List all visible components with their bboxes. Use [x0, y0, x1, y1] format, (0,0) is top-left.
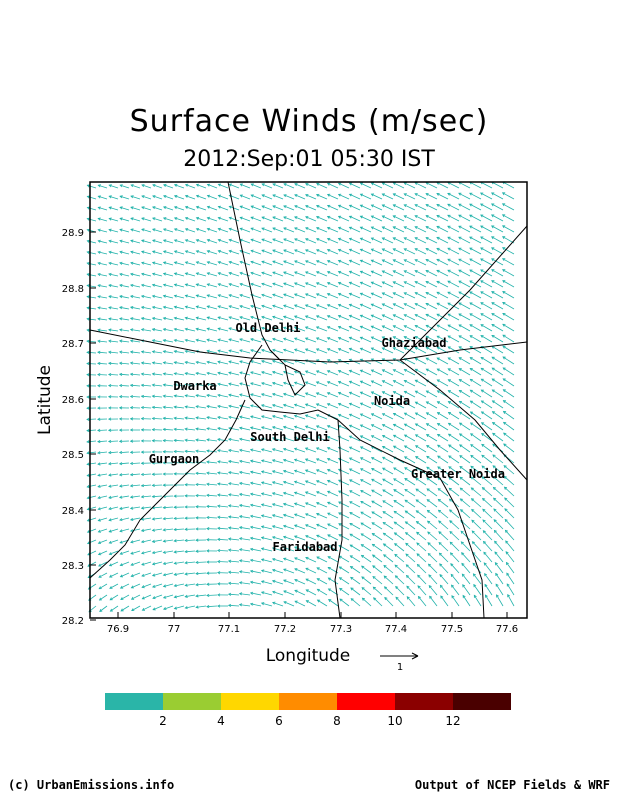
x-tick-label: 76.9	[107, 624, 129, 635]
city-label: Dwarka	[173, 379, 216, 393]
colorbar-label: 2	[159, 714, 167, 728]
colorbar-label: 4	[217, 714, 225, 728]
colorbar-swatch	[163, 693, 221, 710]
y-tick-label: 28.2	[62, 616, 84, 627]
reference-vector: 1	[380, 652, 419, 673]
y-tick-label: 28.9	[62, 228, 84, 239]
x-tick-label: 77.6	[496, 624, 518, 635]
x-axis-title: Longitude	[266, 646, 351, 666]
y-axis-title: Latitude	[35, 365, 55, 435]
y-axis-ticks: 28.9 28.8 28.7 28.6 28.5 28.4 28.3 28.2	[62, 228, 96, 627]
border-west	[89, 329, 528, 363]
colorbar-swatch	[105, 693, 163, 710]
city-label: Noida	[374, 394, 410, 408]
city-label: Greater Noida	[411, 467, 505, 481]
colorbar-swatch	[395, 693, 453, 710]
border-ghaziabad-ne	[399, 225, 528, 361]
city-label: Gurgaon	[149, 452, 200, 466]
colorbar-swatch	[279, 693, 337, 710]
x-tick-label: 77	[168, 624, 181, 635]
y-tick-label: 28.8	[62, 284, 84, 295]
boundaries	[89, 181, 528, 619]
x-tick-label: 77.1	[218, 624, 240, 635]
reference-vector-label: 1	[397, 662, 403, 673]
colorbar-label: 6	[275, 714, 283, 728]
x-tick-label: 77.2	[274, 624, 296, 635]
y-tick-label: 28.4	[62, 506, 84, 517]
colorbar-label: 8	[333, 714, 341, 728]
y-tick-label: 28.3	[62, 561, 84, 572]
plot-frame	[89, 181, 528, 619]
colorbar-label: 12	[445, 714, 460, 728]
x-tick-label: 77.5	[441, 624, 463, 635]
map-subtitle: 2012:Sep:01 05:30 IST	[183, 147, 435, 172]
colorbar-swatch	[453, 693, 511, 710]
colorbar-label: 10	[387, 714, 402, 728]
border-noida-east	[399, 359, 528, 481]
city-labels: Old Delhi Ghaziabad Dwarka Noida South Delhi…	[149, 321, 505, 554]
y-tick-label: 28.5	[62, 450, 84, 461]
city-label: Faridabad	[272, 540, 337, 554]
x-tick-label: 77.3	[330, 624, 352, 635]
border-delhi-inner	[244, 344, 343, 619]
city-label: Ghaziabad	[381, 336, 446, 350]
wind-vector-field	[86, 181, 515, 613]
y-tick-label: 28.7	[62, 339, 84, 350]
y-tick-label: 28.6	[62, 395, 84, 406]
x-tick-label: 77.4	[385, 624, 407, 635]
city-label: Old Delhi	[235, 321, 300, 335]
colorbar-swatch	[221, 693, 279, 710]
x-axis-ticks: 76.9 77 77.1 77.2 77.3 77.4 77.5 77.6	[107, 612, 518, 635]
colorbar: 2 4 6 8 10 12	[105, 693, 511, 728]
map-title: Surface Winds (m/sec)	[129, 104, 489, 139]
source-footer: Output of NCEP Fields & WRF	[414, 778, 610, 792]
border-faridabad-east	[337, 419, 485, 619]
border-center-loop	[269, 349, 306, 396]
copyright-footer: (c) UrbanEmissions.info	[8, 778, 175, 792]
colorbar-swatch	[337, 693, 395, 710]
city-label: South Delhi	[250, 430, 329, 444]
border-gurgaon	[89, 399, 246, 579]
